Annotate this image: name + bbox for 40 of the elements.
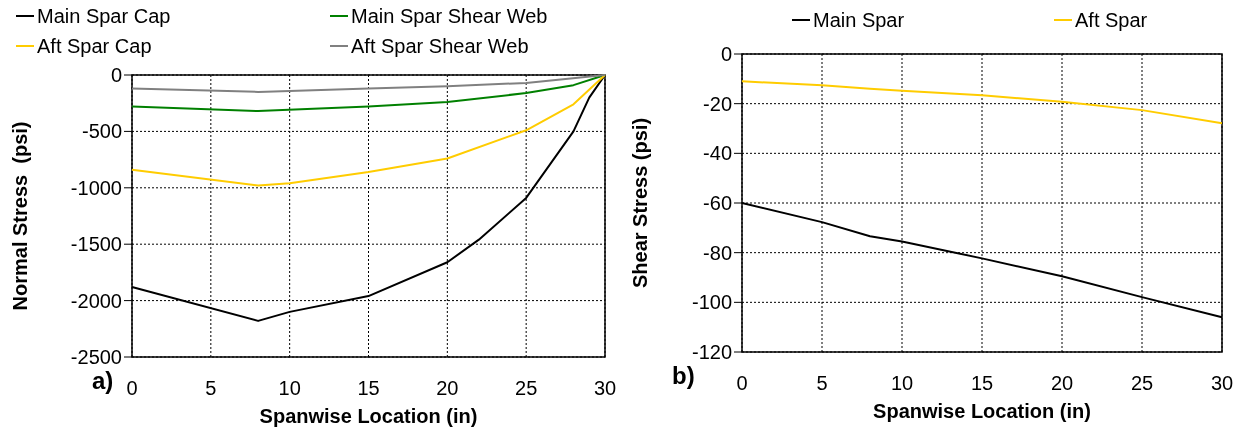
x-tick-label: 30	[593, 377, 617, 399]
legend-label: Aft Spar	[1075, 9, 1148, 31]
x-tick-label: 10	[278, 377, 301, 399]
text: b)	[672, 362, 695, 389]
y-tick-label: -100	[691, 291, 732, 314]
y-tick-label: 0	[720, 43, 732, 65]
x-tick-label: 5	[816, 372, 828, 394]
y-tick-label: -2500	[70, 346, 122, 368]
x-axis-title: Spanwise Location (in)	[873, 400, 1091, 422]
x-axis-title: Spanwise Location (in)	[259, 405, 478, 427]
legend-label: Aft Spar Cap	[37, 35, 152, 57]
x-tick-label: 0	[736, 372, 748, 394]
legend-label: Main Spar	[813, 9, 905, 31]
legend-label: Aft Spar Shear Web	[351, 35, 529, 57]
x-tick-label: 10	[890, 372, 914, 394]
y-tick-label: -1500	[70, 233, 122, 256]
line-series	[741, 80, 1223, 125]
y-tick-label: -40	[703, 142, 732, 165]
y-tick-label: -120	[691, 341, 732, 363]
y-tick-label: -1000	[70, 176, 122, 199]
x-tick-label: 0	[126, 377, 138, 399]
y-tick-label: -80	[703, 241, 732, 264]
legend-label: Main Spar Cap	[37, 5, 171, 27]
x-tick-label: 15	[970, 372, 994, 394]
x-tick-label: 5	[205, 377, 217, 399]
y-tick-label: -500	[81, 120, 122, 143]
y-tick-label: 0	[110, 64, 122, 86]
x-tick-label: 20	[1050, 372, 1074, 394]
x-tick-label: 25	[515, 377, 538, 399]
y-tick-label: -60	[703, 192, 732, 214]
y-axis-title: Shear Stress (psi)	[629, 117, 651, 289]
text: a)	[92, 367, 114, 394]
x-tick-label: 20	[436, 377, 459, 399]
x-tick-label: 30	[1210, 372, 1234, 394]
legend-label: Main Spar Shear Web	[351, 5, 548, 27]
y-axis-title: Normal Stress (psi)	[9, 121, 31, 311]
y-tick-label: -2000	[70, 289, 122, 312]
x-tick-label: 25	[1130, 372, 1154, 394]
x-tick-label: 15	[357, 377, 380, 399]
y-tick-label: -20	[703, 92, 732, 115]
